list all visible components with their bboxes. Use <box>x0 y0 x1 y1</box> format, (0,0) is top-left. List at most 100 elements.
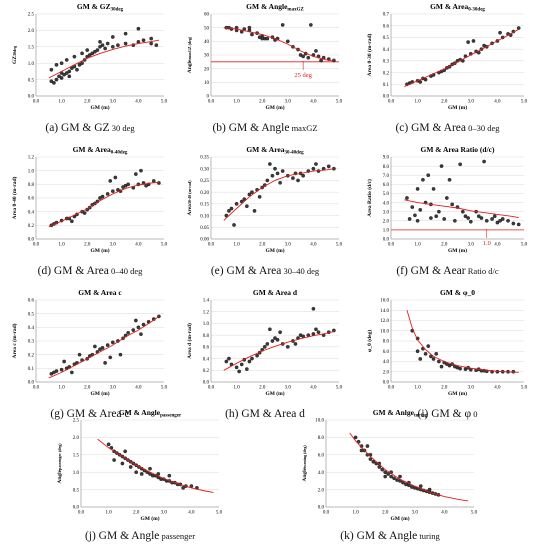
y-tick-label: 6.0 <box>318 454 325 459</box>
data-point <box>134 470 139 475</box>
data-point <box>407 217 412 221</box>
data-point <box>141 38 146 43</box>
data-point <box>463 214 468 219</box>
data-point <box>82 211 87 215</box>
data-point <box>123 31 128 36</box>
data-point <box>270 339 275 343</box>
data-point <box>495 220 500 225</box>
chart-title-sub: passenger <box>160 414 182 419</box>
data-point <box>234 202 239 206</box>
chart-title-main: GM & Area Ratio (d/c) <box>420 145 495 154</box>
data-point <box>151 179 156 183</box>
y-axis-label-main: Area 0-40 (m-rad) <box>11 177 18 220</box>
x-tick-label: 5.0 <box>336 100 343 105</box>
y-tick-label: 0 <box>207 95 210 100</box>
data-point <box>87 53 92 57</box>
caption-main: (c) GM & Area <box>395 122 467 134</box>
data-point <box>314 327 318 332</box>
data-point <box>458 162 462 167</box>
x-tick-label: 4.0 <box>135 243 142 248</box>
y-tick-label: 2.0 <box>73 436 80 441</box>
data-point <box>319 58 323 63</box>
y-tick-label: 0.2 <box>383 71 390 76</box>
data-point <box>148 466 152 471</box>
data-point <box>229 206 234 211</box>
x-axis-label: GM (m) <box>140 515 159 522</box>
data-point <box>450 202 455 207</box>
data-point <box>62 72 66 77</box>
y-tick-label: 1.0 <box>28 169 35 174</box>
y-tick-label: 0.5 <box>73 488 80 493</box>
x-tick-label: 2.0 <box>84 243 91 248</box>
y-tick-label: 0.3 <box>383 60 390 65</box>
data-point <box>280 23 285 27</box>
data-point <box>106 442 111 447</box>
data-point <box>54 63 59 67</box>
data-point <box>301 54 305 59</box>
annotation-label: 25 deg <box>294 72 312 79</box>
y-tick-label: 0.35 <box>200 156 209 161</box>
data-point <box>70 219 74 224</box>
y-tick-label: 0.6 <box>28 197 35 202</box>
y-tick-label: 0.3 <box>28 340 35 345</box>
data-point <box>311 166 316 171</box>
data-point <box>237 369 241 374</box>
y-tick-label: 0.10 <box>200 214 209 219</box>
data-point <box>144 183 148 188</box>
caption-sub: 0 <box>471 409 478 419</box>
x-tick-label: 1.0 <box>58 100 65 105</box>
data-point <box>447 177 452 182</box>
y-tick-label: 10 <box>204 81 210 86</box>
chart-title-main: GM & Angle <box>119 408 161 417</box>
data-point <box>123 41 128 46</box>
caption-main: (g) GM & Area c <box>50 408 130 420</box>
y-tick-label: 1.0 <box>28 62 35 67</box>
data-point <box>149 41 154 46</box>
x-tick-label: 1.0 <box>233 386 240 391</box>
y-axis-label-main: Area Ratio (d/c) <box>366 179 373 217</box>
data-point <box>468 219 473 224</box>
chart-title-main: GM & Anlge <box>373 408 415 417</box>
data-point <box>285 345 290 349</box>
data-point <box>426 173 431 178</box>
y-tick-label: 0.00 <box>200 238 209 243</box>
chart-title: GM & Area Ratio (d/c) <box>420 145 495 154</box>
data-point <box>128 465 133 469</box>
x-tick-label: 5.0 <box>471 511 478 516</box>
chart-title-main: GM & Area <box>430 2 468 11</box>
caption-main: (b) GM & Angle <box>212 122 290 134</box>
data-point <box>262 345 267 349</box>
y-axis-label: Area30-40 (m-rad) <box>187 180 193 216</box>
data-point <box>265 342 270 346</box>
data-point <box>413 213 417 218</box>
x-tick-label: 3.0 <box>468 243 475 248</box>
data-point <box>270 173 275 178</box>
trend-line <box>48 39 159 79</box>
data-point <box>285 39 290 44</box>
data-point <box>332 328 336 333</box>
data-point <box>116 43 120 47</box>
data-point <box>181 486 185 490</box>
x-tick-label: 0.0 <box>33 100 40 105</box>
caption-main: (a) GM & GZ <box>45 122 110 134</box>
chart-title-main: GM & φ_0 <box>440 288 475 297</box>
data-point <box>57 74 61 79</box>
y-tick-label: 7.0 <box>383 174 390 179</box>
y-tick-label: 60 <box>204 13 210 18</box>
y-tick-label: 1.2 <box>203 310 210 315</box>
y-axis-label: GZ30deg <box>12 46 18 64</box>
data-point <box>100 346 105 350</box>
data-point <box>85 48 90 52</box>
data-point <box>506 218 510 223</box>
x-tick-label: 3.0 <box>161 511 168 516</box>
y-axis-label-main: Area c (m-rad) <box>11 323 18 358</box>
x-tick-label: 0.0 <box>208 243 215 248</box>
data-point <box>64 71 69 75</box>
data-point <box>423 351 428 356</box>
data-point <box>275 171 280 176</box>
chart-title: GM & Area d <box>253 288 298 297</box>
chart-title: GM & Area30-40deg <box>246 145 304 156</box>
chart-title-sub: maxGZ <box>287 8 304 13</box>
x-tick-label: 2.0 <box>259 243 266 248</box>
x-tick-label: 1.0 <box>414 243 421 248</box>
